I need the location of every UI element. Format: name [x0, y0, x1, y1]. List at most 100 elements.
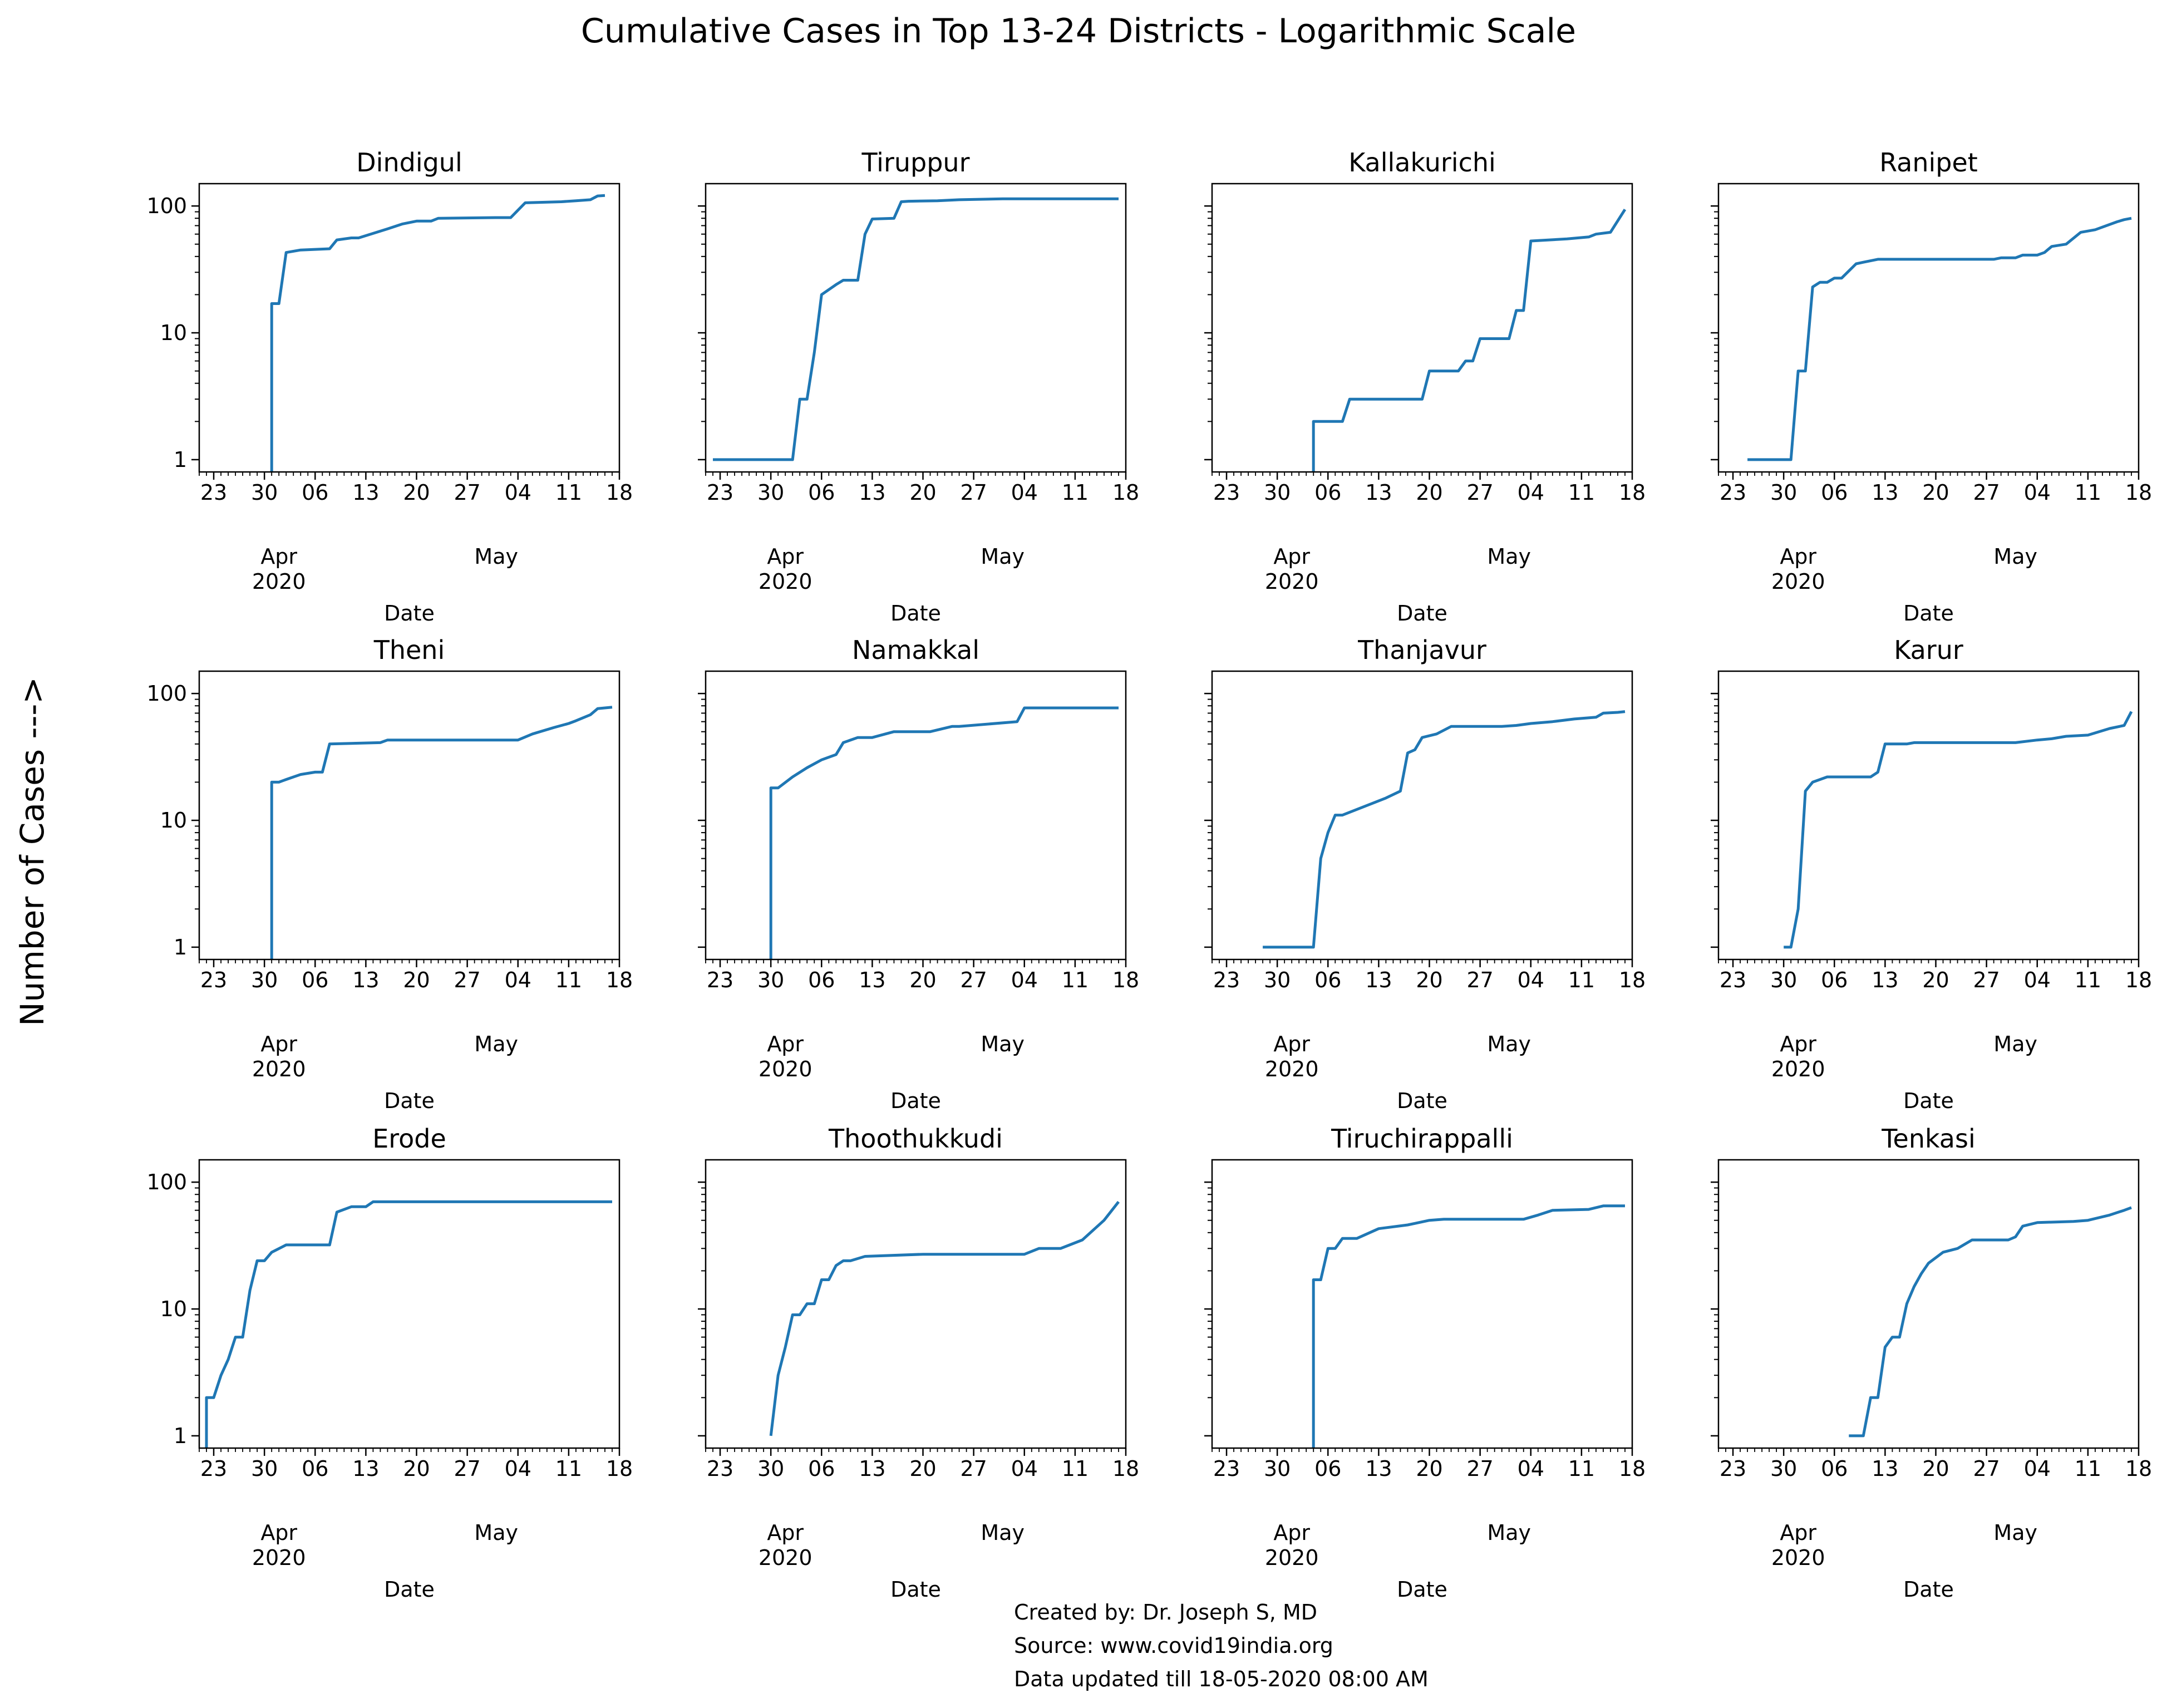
x-tick-label: 04 [505, 480, 531, 505]
x-tick-label: 04 [505, 968, 531, 992]
x-tick-label: 18 [606, 1456, 633, 1481]
panel-title: Thanjavur [1357, 635, 1486, 665]
x-tick-label: 27 [454, 480, 480, 505]
x-month-label: May [474, 544, 518, 569]
x-tick-label: 06 [808, 968, 835, 992]
x-tick-label: 18 [1112, 480, 1139, 505]
x-month-label: Apr [767, 544, 804, 569]
x-tick-label: 04 [1518, 480, 1544, 505]
x-tick-label: 06 [302, 968, 328, 992]
x-axis-label: Date [1903, 601, 1954, 626]
x-month-label: Apr [1780, 544, 1816, 569]
x-tick-label: 27 [1973, 480, 2000, 505]
x-axis-label: Date [384, 601, 435, 626]
x-tick-label: 20 [909, 968, 936, 992]
x-tick-label: 06 [302, 1456, 328, 1481]
x-tick-label: 06 [1821, 1456, 1848, 1481]
y-tick-label: 10 [160, 1297, 187, 1321]
panel-title: Karur [1894, 635, 1963, 665]
x-tick-label: 11 [1062, 1456, 1089, 1481]
x-year-label: 2020 [252, 1545, 306, 1570]
x-tick-label: 06 [1821, 968, 1848, 992]
x-year-label: 2020 [1771, 569, 1825, 594]
x-month-label: May [981, 1032, 1025, 1056]
plot-frame [198, 183, 620, 473]
x-tick-label: 06 [1314, 1456, 1341, 1481]
x-tick-label: 06 [808, 480, 835, 505]
x-tick-label: 11 [1568, 480, 1595, 505]
x-tick-label: 27 [1973, 1456, 2000, 1481]
x-tick-label: 20 [909, 1456, 936, 1481]
plot-frame [705, 183, 1127, 473]
x-month-label: Apr [260, 544, 297, 569]
x-tick-label: 18 [1619, 1456, 1646, 1481]
x-tick-label: 04 [1011, 968, 1038, 992]
x-month-label: May [981, 1520, 1025, 1545]
y-tick-label: 1 [174, 935, 187, 959]
x-tick-label: 30 [1770, 480, 1797, 505]
x-tick-label: 20 [403, 480, 430, 505]
x-year-label: 2020 [759, 1545, 812, 1570]
panel-title: Ranipet [1879, 147, 1978, 178]
plot-frame [1717, 670, 2140, 961]
x-tick-label: 23 [200, 480, 227, 505]
x-tick-label: 11 [1062, 968, 1089, 992]
panel-title: Theni [373, 635, 445, 665]
x-month-label: Apr [767, 1520, 804, 1545]
x-month-label: May [1487, 544, 1531, 569]
x-tick-label: 04 [2024, 480, 2051, 505]
footer-created-by: Created by: Dr. Joseph S, MD [1014, 1600, 1317, 1625]
x-tick-label: 20 [1416, 480, 1442, 505]
figure-title: Cumulative Cases in Top 13-24 Districts … [581, 12, 1576, 51]
x-year-label: 2020 [1771, 1057, 1825, 1081]
x-tick-label: 04 [505, 1456, 531, 1481]
x-tick-label: 04 [1518, 1456, 1544, 1481]
x-tick-label: 13 [1365, 968, 1392, 992]
series-line [769, 706, 1119, 959]
x-tick-label: 27 [454, 968, 480, 992]
x-tick-label: 18 [1619, 480, 1646, 505]
x-year-label: 2020 [759, 1057, 812, 1081]
x-tick-label: 30 [251, 968, 278, 992]
x-tick-label: 30 [1264, 1456, 1291, 1481]
plot-frame [705, 670, 1127, 961]
x-year-label: 2020 [1265, 569, 1319, 594]
x-tick-label: 11 [2075, 1456, 2101, 1481]
x-tick-label: 27 [960, 480, 987, 505]
panel-title: Namakkal [852, 635, 979, 665]
x-tick-label: 23 [707, 968, 733, 992]
y-tick-label: 100 [146, 681, 187, 706]
plot-frame [1211, 183, 1633, 473]
series-line [1312, 208, 1627, 472]
x-year-label: 2020 [252, 1057, 306, 1081]
x-axis-label: Date [1903, 1577, 1954, 1602]
x-tick-label: 18 [1619, 968, 1646, 992]
panel-title: Dindigul [356, 147, 462, 178]
y-tick-label: 100 [146, 194, 187, 218]
series-line [205, 1200, 612, 1448]
footer-source: Source: www.covid19india.org [1014, 1633, 1333, 1658]
y-tick-label: 10 [160, 321, 187, 345]
x-tick-label: 27 [1973, 968, 2000, 992]
x-axis-label: Date [1397, 601, 1447, 626]
x-tick-label: 04 [2024, 968, 2051, 992]
x-month-label: Apr [1273, 1032, 1310, 1056]
x-tick-label: 13 [1872, 1456, 1898, 1481]
x-tick-label: 23 [200, 968, 227, 992]
x-tick-label: 27 [454, 1456, 480, 1481]
panel-title: Kallakurichi [1348, 147, 1496, 178]
x-month-label: May [1487, 1032, 1531, 1056]
x-month-label: May [474, 1032, 518, 1056]
x-tick-label: 30 [251, 480, 278, 505]
x-tick-label: 11 [2075, 480, 2101, 505]
x-tick-label: 23 [1720, 1456, 1746, 1481]
x-tick-label: 13 [859, 1456, 885, 1481]
